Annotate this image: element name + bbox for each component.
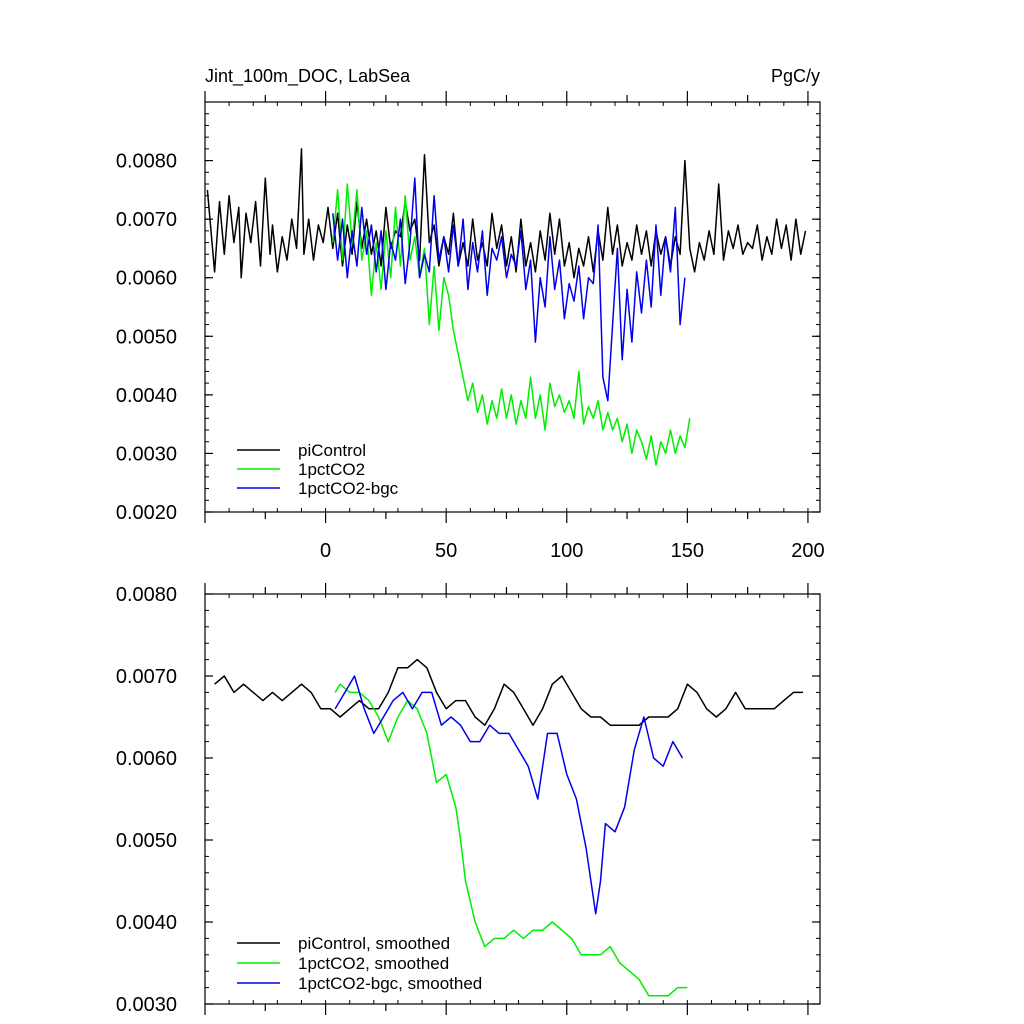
top-series-line-2 [332,177,686,402]
bottom-legend-label-0: piControl, smoothed [298,934,450,953]
top-x-tick-label: 50 [435,540,457,562]
bottom-y-tick-label: 0.0060 [116,748,177,770]
top-series-line-0 [206,148,807,279]
top-y-tick-label: 0.0020 [116,502,177,524]
top-legend-label-0: piControl [298,441,366,460]
top-series-line-1 [332,183,691,466]
top-y-tick-label: 0.0070 [116,209,177,231]
top-x-tick-label: 150 [671,540,704,562]
bottom-legend-label-1: 1pctCO2, smoothed [298,954,449,973]
bottom-series-line-2 [334,675,684,915]
bottom-plot-frame [204,593,821,1005]
top-plot-frame [204,101,821,513]
bottom-panel: 0.0030 0.0040 0.0050 0.0060 0.0070 0.0080 piCo… [116,583,821,1016]
bottom-series-line-0 [214,658,804,726]
top-y-tick-label: 0.0050 [116,326,177,348]
top-x-tick-label: 0 [320,540,331,562]
chart-title: Jint_100m_DOC, LabSea [205,66,411,87]
bottom-y-tick-label: 0.0080 [116,584,177,606]
top-panel: 0.0020 0.0030 0.0040 0.0050 0.0060 0.0070 0.00… [116,91,825,562]
top-legend-label-1: 1pctCO2 [298,460,365,479]
bottom-y-tick-label: 0.0050 [116,830,177,852]
top-y-tick-label: 0.0060 [116,268,177,290]
top-y-tick-label: 0.0080 [116,151,177,173]
top-legend-label-2: 1pctCO2-bgc [298,479,399,498]
top-y-tick-label: 0.0040 [116,385,177,407]
bottom-y-tick-label: 0.0040 [116,912,177,934]
top-x-tick-label: 200 [791,540,824,562]
bottom-series-line-1 [334,683,688,997]
top-x-tick-label: 100 [550,540,583,562]
units-label: PgC/y [771,66,820,86]
bottom-y-tick-label: 0.0070 [116,666,177,688]
bottom-legend-label-2: 1pctCO2-bgc, smoothed [298,974,482,993]
bottom-y-tick-label: 0.0030 [116,994,177,1016]
top-y-tick-label: 0.0030 [116,443,177,465]
